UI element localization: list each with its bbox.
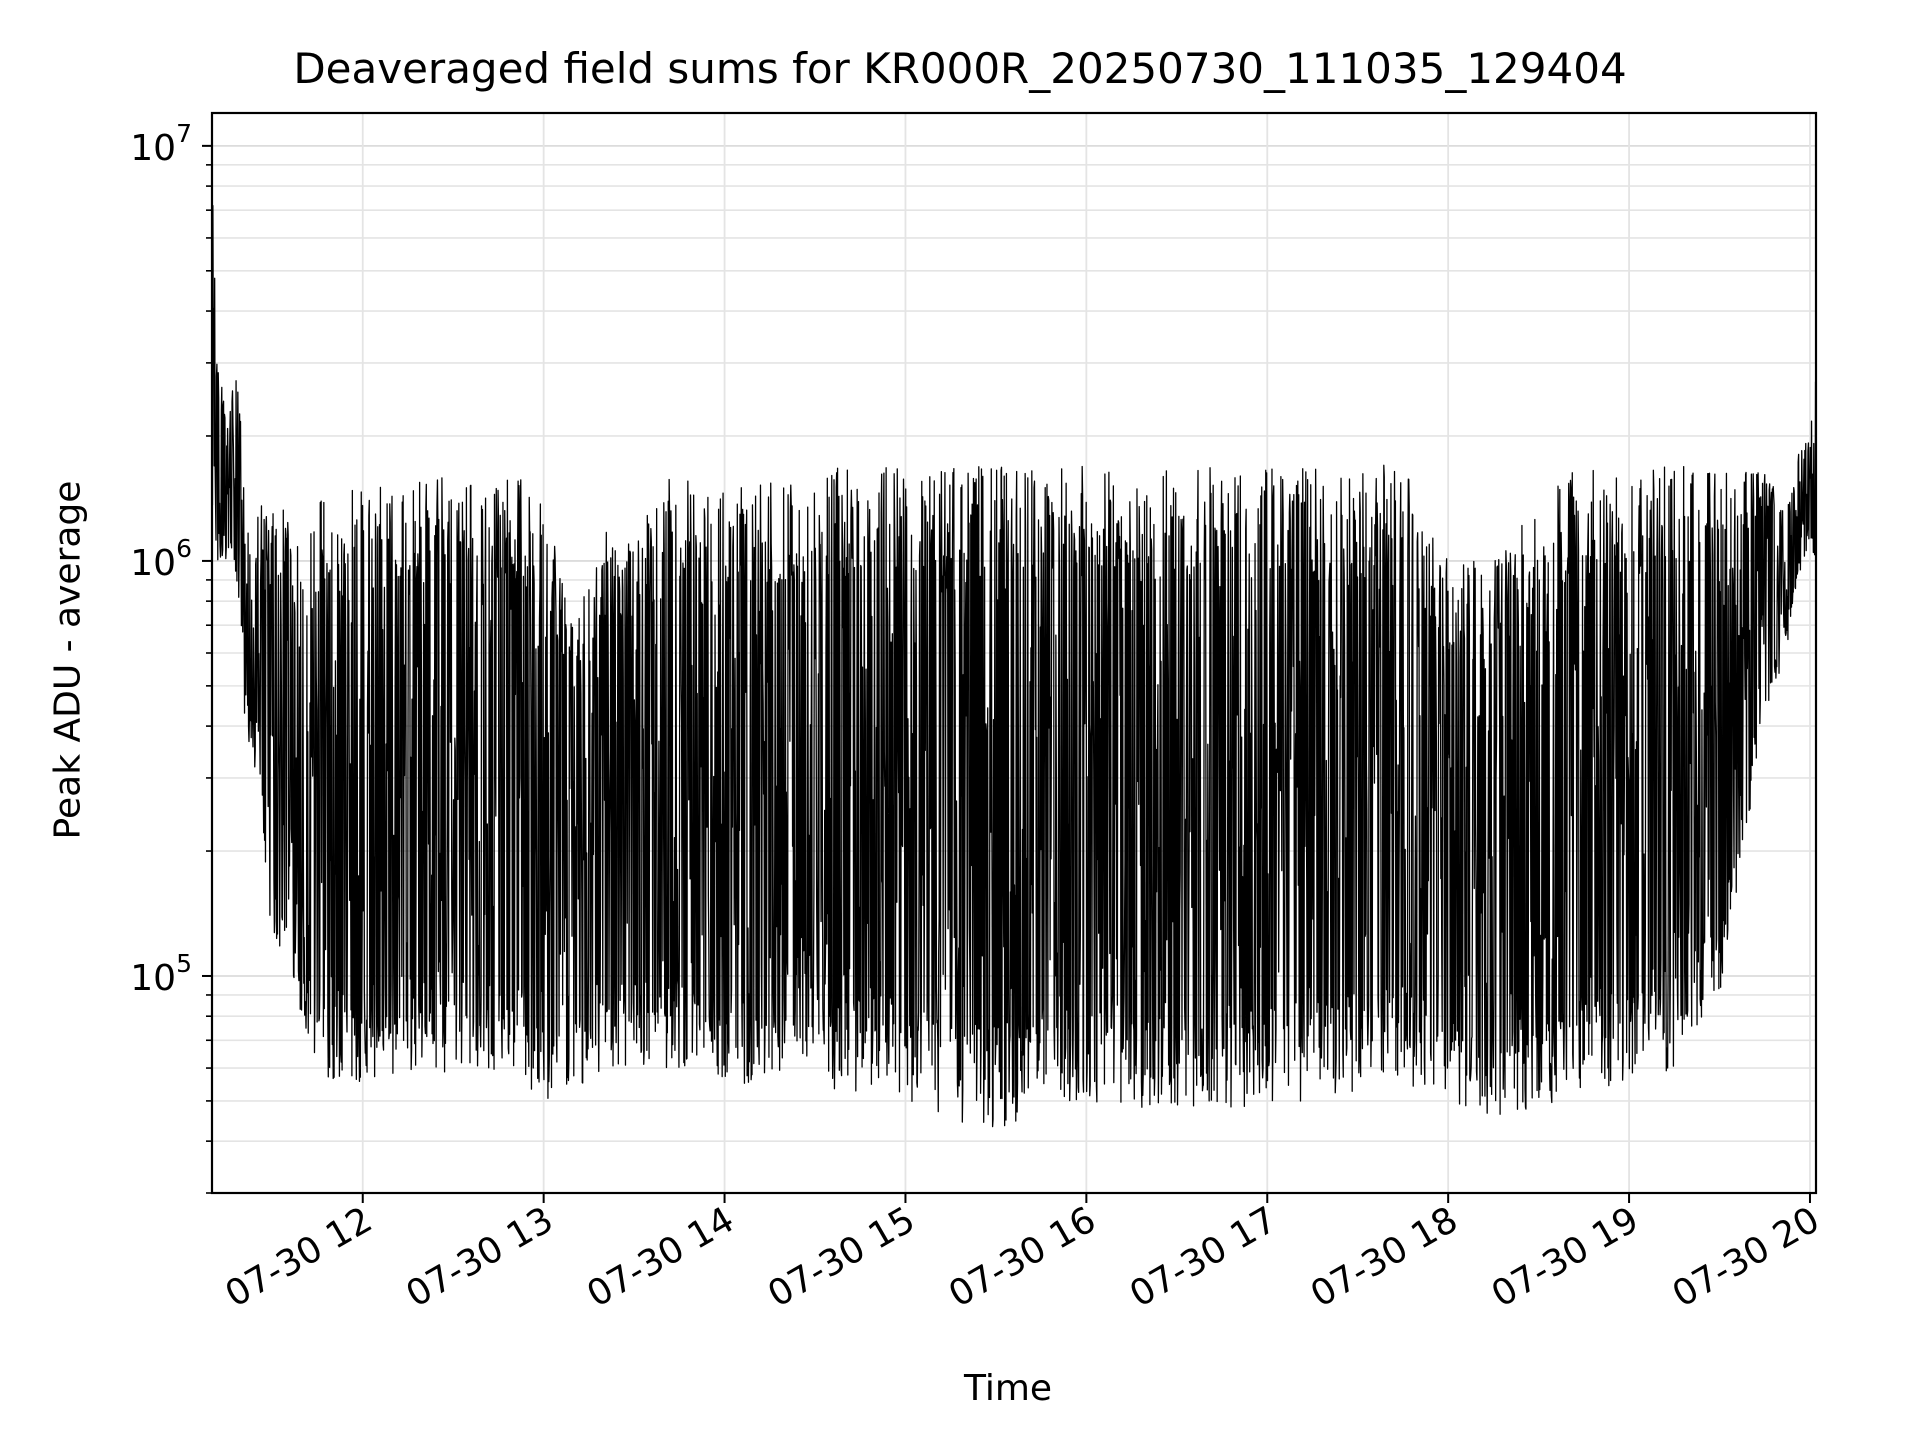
x-tick-label: 07-30 18: [1304, 1199, 1465, 1315]
x-tick-label: 07-30 12: [219, 1199, 380, 1315]
series-line: [211, 205, 1817, 1128]
data-trace: [211, 205, 1817, 1128]
x-tick-label: 07-30 20: [1666, 1199, 1827, 1315]
x-tick-label: 07-30 19: [1485, 1199, 1646, 1315]
x-tick-label: 07-30 16: [942, 1199, 1103, 1315]
y-tick-label: 105: [130, 949, 192, 999]
x-tick-label: 07-30 15: [761, 1199, 922, 1315]
chart-title: Deaveraged field sums for KR000R_2025073…: [293, 44, 1627, 93]
x-axis-label: Time: [963, 1368, 1053, 1409]
x-tick-label: 07-30 17: [1123, 1199, 1284, 1315]
x-tick-label: 07-30 13: [399, 1199, 560, 1315]
x-tick-label: 07-30 14: [580, 1199, 741, 1315]
y-axis-label: Peak ADU - average: [47, 480, 89, 840]
y-tick-label: 107: [130, 119, 192, 169]
y-tick-label: 106: [130, 534, 192, 584]
